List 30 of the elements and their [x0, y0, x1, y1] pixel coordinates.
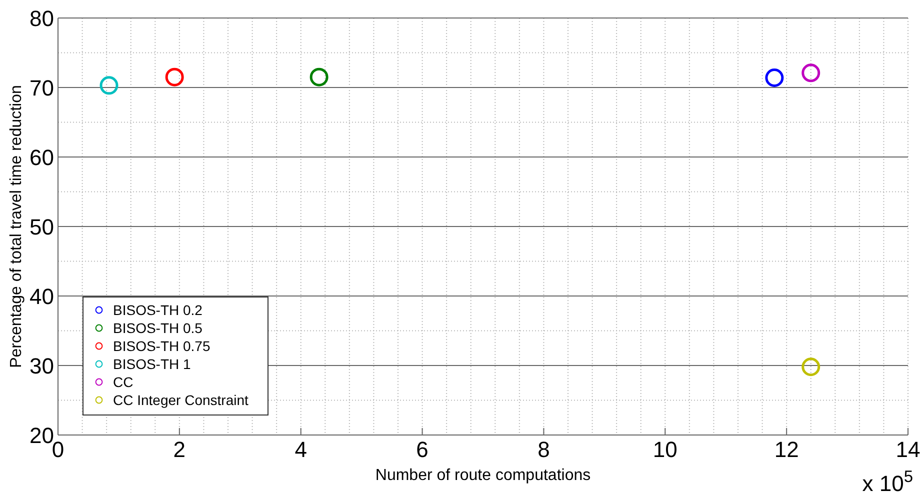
x-tick-label: 12 [774, 437, 799, 462]
y-tick-label: 60 [30, 145, 54, 170]
text: x 10$^{5}$ [862, 468, 913, 493]
x-tick-label: 6 [416, 437, 428, 462]
y-axis-title: Percentage of total travel time reduction [8, 85, 25, 368]
x-axis-title: Number of route computations [375, 467, 591, 484]
y-tick-label: 30 [30, 354, 54, 378]
legend-label: BISOS-TH 1 [113, 356, 192, 372]
point [802, 64, 820, 82]
y-tick-label: 50 [30, 214, 54, 240]
x-tick-label: 4 [294, 437, 307, 462]
y-tick-label: 70 [30, 76, 54, 100]
y-tick-label: 20 [30, 423, 54, 448]
x-tick-label: 14 [896, 437, 920, 462]
point [802, 358, 820, 376]
point [165, 68, 184, 86]
legend-label: BISOS-TH 0.2 [113, 302, 203, 318]
point [765, 68, 784, 88]
x-tick-label: 10 [652, 437, 678, 462]
point [100, 76, 118, 95]
x-tick-label: 0 [52, 437, 64, 462]
legend-label: BISOS-TH 0.5 [113, 320, 203, 336]
y-tick-label: 80 [30, 6, 54, 31]
x-tick-label: 2 [173, 437, 186, 462]
legend-label: CC Integer Constraint [113, 392, 249, 408]
point [310, 68, 328, 86]
legend-label: BISOS-TH 0.75 [113, 338, 210, 354]
x-tick-label: 8 [538, 437, 550, 462]
y-tick-label: 40 [30, 284, 54, 309]
legend-label: CC [113, 374, 134, 390]
